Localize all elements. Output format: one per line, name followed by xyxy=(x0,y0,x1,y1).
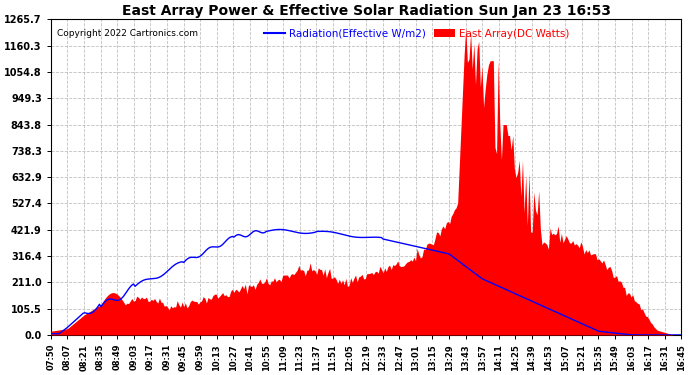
Text: Copyright 2022 Cartronics.com: Copyright 2022 Cartronics.com xyxy=(57,29,198,38)
Title: East Array Power & Effective Solar Radiation Sun Jan 23 16:53: East Array Power & Effective Solar Radia… xyxy=(121,4,611,18)
Legend: Radiation(Effective W/m2), East Array(DC Watts): Radiation(Effective W/m2), East Array(DC… xyxy=(259,24,573,43)
